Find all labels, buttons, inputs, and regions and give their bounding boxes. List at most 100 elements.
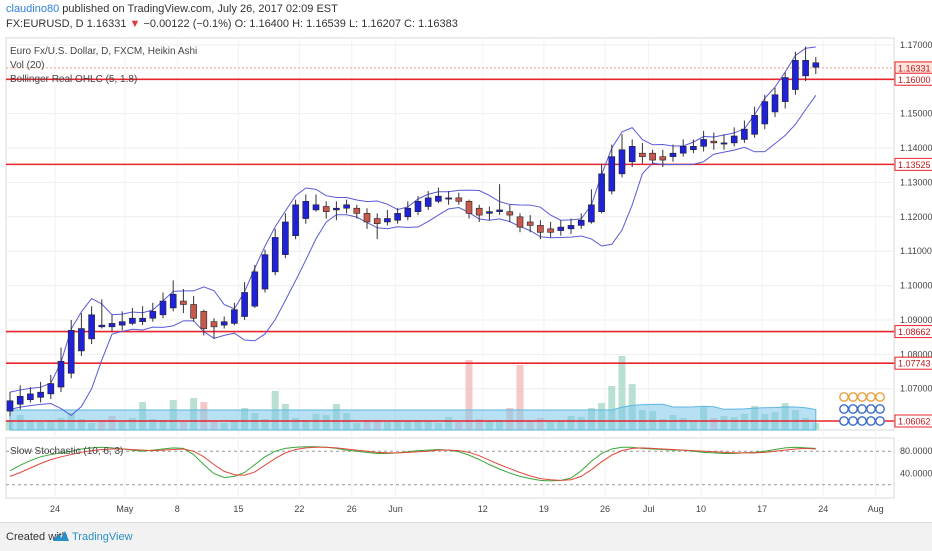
- candle-body: [47, 383, 55, 395]
- candle-body: [720, 142, 728, 145]
- price-tick-label: 1.09000: [900, 315, 932, 325]
- tradingview-link[interactable]: TradingView: [72, 531, 133, 543]
- event-marker-icon[interactable]: [848, 416, 858, 426]
- candle-body: [771, 94, 779, 113]
- volume-bar: [465, 360, 473, 430]
- candle-body: [302, 201, 310, 219]
- event-marker-icon[interactable]: [875, 416, 885, 426]
- event-marker-icon[interactable]: [857, 392, 867, 402]
- event-marker-icon[interactable]: [839, 392, 849, 402]
- price-tick-label: 1.12000: [900, 212, 932, 222]
- candle-body: [577, 219, 585, 226]
- event-marker-icon[interactable]: [875, 392, 885, 402]
- event-marker-icon[interactable]: [866, 404, 876, 414]
- event-marker-icon[interactable]: [866, 392, 876, 402]
- candle-body: [220, 321, 228, 326]
- event-marker-icon[interactable]: [857, 404, 867, 414]
- volume-bar: [608, 386, 616, 430]
- candle-body: [261, 254, 269, 290]
- time-tick-label: Aug: [868, 504, 884, 514]
- time-tick-label: Jun: [388, 504, 403, 514]
- candles: [6, 46, 820, 417]
- stoch-tick-label: 80.0000: [900, 446, 932, 456]
- event-marker-icon[interactable]: [839, 416, 849, 426]
- candle-body: [98, 324, 106, 328]
- publish-text: published on TradingView.com, July 26, 2…: [62, 3, 338, 15]
- candle-body: [659, 156, 667, 161]
- quote-line: FX:EURUSD, D 1.16331 ▼ −0.00122 (−0.1%) …: [6, 18, 458, 30]
- candle-body: [516, 216, 524, 228]
- price-label-text: 1.13525: [898, 160, 931, 170]
- stochastic-legend: Slow Stochastic (10, 6, 3): [10, 446, 124, 457]
- event-marker-icon[interactable]: [839, 404, 849, 414]
- candle-body: [231, 309, 238, 324]
- candle-body: [343, 204, 350, 209]
- candle-body: [761, 101, 769, 125]
- candle-body: [27, 393, 34, 401]
- symbol-label: FX:EURUSD, D: [6, 18, 84, 30]
- candle-body: [618, 149, 626, 175]
- event-markers[interactable]: [839, 392, 885, 426]
- candle-body: [159, 300, 167, 316]
- bollinger-upper-band: [9, 46, 816, 393]
- price-tick-label: 1.14000: [900, 143, 932, 153]
- event-marker-icon[interactable]: [875, 404, 885, 414]
- price-label-box: [894, 356, 932, 370]
- bollinger-legend: Bollinger Real OHLC (5, 1.8): [10, 74, 138, 85]
- candle-body: [373, 218, 381, 224]
- created-with-text: Created with: [6, 531, 68, 543]
- stochastic-lines: [6, 446, 894, 486]
- candle-body: [88, 314, 95, 340]
- bollinger-lower-band: [9, 95, 817, 417]
- volume-bar: [516, 365, 524, 430]
- candle-body: [129, 317, 136, 324]
- event-marker-icon[interactable]: [866, 416, 876, 426]
- candle-body: [169, 293, 177, 309]
- candle-body: [812, 62, 820, 68]
- candle-body: [649, 152, 656, 161]
- event-marker-icon[interactable]: [857, 416, 867, 426]
- change-label: −0.00122 (−0.1%): [143, 18, 232, 30]
- candle-body: [679, 146, 687, 154]
- stochastic-axis: 80.0000 40.0000: [900, 446, 932, 478]
- grid: [6, 38, 894, 498]
- ohlc-label: O: 1.16400 H: 1.16539 L: 1.16207 C: 1.16…: [234, 18, 458, 30]
- candle-body: [241, 292, 248, 317]
- candle-body: [414, 201, 422, 212]
- time-tick-label: 22: [294, 504, 304, 514]
- time-tick-label: 26: [347, 504, 357, 514]
- down-arrow-icon: ▼: [129, 18, 141, 30]
- price-label-text: 1.06062: [898, 416, 931, 426]
- candle-body: [690, 146, 697, 151]
- candle-body: [669, 152, 677, 157]
- event-marker-icon[interactable]: [848, 404, 858, 414]
- author-link[interactable]: claudino80: [6, 3, 60, 15]
- time-tick-label: 12: [478, 504, 488, 514]
- candle-body: [537, 225, 544, 233]
- candle-body: [567, 225, 575, 230]
- candle-body: [404, 207, 412, 218]
- candle-body: [384, 218, 391, 223]
- candle-body: [424, 197, 432, 207]
- price-label-text: 1.07743: [898, 359, 931, 369]
- price-labels: 1.16331 1.16000 1.13525 1.08662 1.07743 1.060…: [894, 61, 932, 428]
- candle-body: [312, 204, 320, 211]
- event-marker-icon[interactable]: [848, 392, 858, 402]
- publish-info: claudino80 published on TradingView.com,…: [6, 3, 338, 15]
- chart-title: Euro Fx/U.S. Dollar, D, FXCM, Heikin Ash…: [10, 46, 198, 57]
- candle-body: [118, 321, 126, 326]
- time-tick-label: 8: [175, 504, 180, 514]
- price-tick-label: 1.15000: [900, 109, 932, 119]
- volume-legend: Vol (20): [10, 60, 45, 71]
- candle-body: [802, 60, 809, 77]
- candle-body: [108, 323, 116, 328]
- candle-body: [547, 228, 554, 233]
- candle-body: [700, 139, 707, 147]
- time-tick-label: 19: [539, 504, 549, 514]
- price-chart[interactable]: 1.17000 1.16000 1.15000 1.14000 1.13000 1.120…: [0, 0, 932, 522]
- candle-body: [271, 237, 279, 273]
- price-label-text: 1.08662: [898, 327, 931, 337]
- price-tick-label: 1.11000: [900, 246, 932, 256]
- price-tick-label: 1.10000: [900, 281, 932, 291]
- candle-body: [292, 204, 299, 237]
